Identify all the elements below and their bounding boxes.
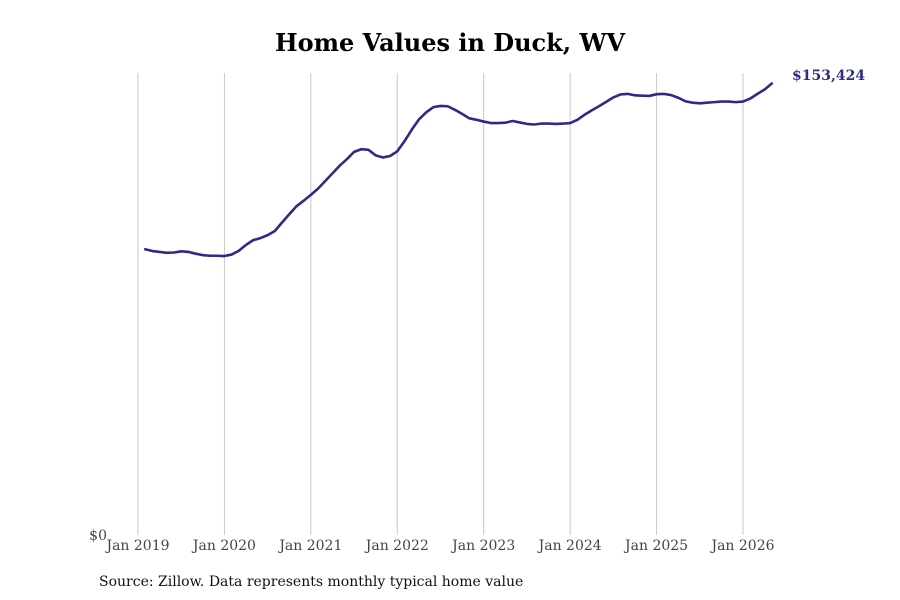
x-tick-label: Jan 2025 [623,538,688,554]
source-note: Source: Zillow. Data represents monthly … [99,574,524,590]
latest-value-label: $153,424 [792,68,865,84]
x-tick-label: Jan 2022 [364,538,429,554]
x-tick-label: Jan 2023 [450,538,515,554]
vertical-grid-lines [137,73,744,535]
x-tick-label: Jan 2024 [537,538,602,554]
x-tick-label: Jan 2019 [104,538,169,554]
x-tick-label: Jan 2020 [191,538,256,554]
x-tick-label: Jan 2021 [277,538,342,554]
x-tick-label: Jan 2026 [709,538,774,554]
chart-title: Home Values in Duck, WV [274,28,626,57]
y-tick-label: $0 [89,528,107,544]
home-value-line [143,82,774,258]
x-axis-tick-labels: Jan 2019 Jan 2020 Jan 2021 Jan 2022 Jan 2023… [104,538,774,554]
